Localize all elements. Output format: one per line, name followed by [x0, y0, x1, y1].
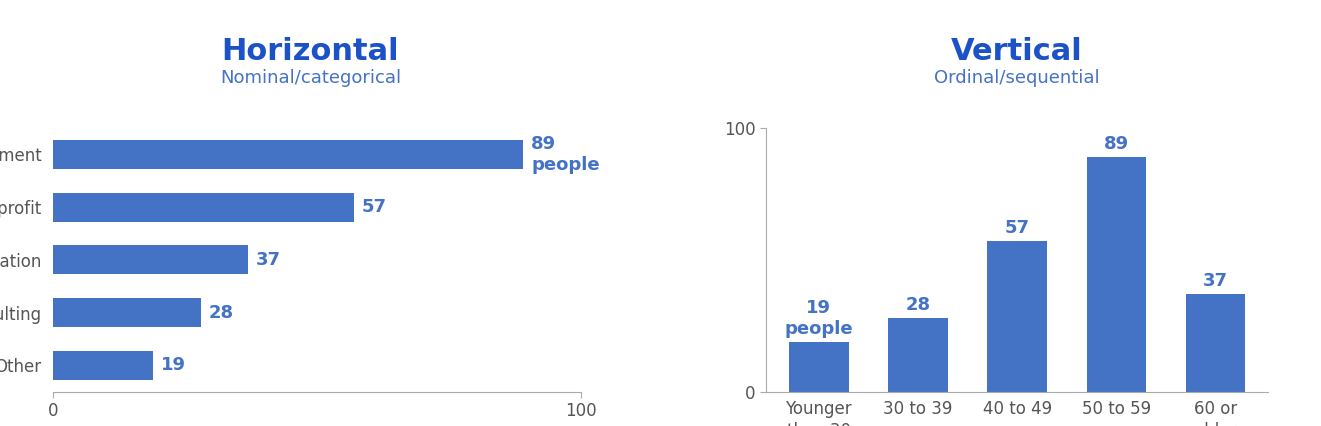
Text: 37: 37: [1203, 272, 1229, 290]
Text: 89: 89: [1104, 135, 1129, 153]
Bar: [53, 298, 201, 327]
Bar: [987, 242, 1048, 392]
Text: Vertical: Vertical: [951, 37, 1083, 66]
Text: 28: 28: [209, 304, 234, 322]
Text: 57: 57: [362, 198, 387, 216]
Bar: [1087, 157, 1147, 392]
Bar: [53, 245, 248, 274]
Text: 19
people: 19 people: [785, 299, 853, 338]
Text: Nominal/categorical: Nominal/categorical: [219, 69, 402, 87]
Bar: [1186, 294, 1246, 392]
Bar: [53, 140, 523, 169]
Bar: [888, 318, 947, 392]
Text: 89
people: 89 people: [531, 135, 600, 174]
Text: 57: 57: [1005, 219, 1029, 237]
Text: Horizontal: Horizontal: [222, 37, 399, 66]
Bar: [789, 342, 848, 392]
Bar: [53, 193, 354, 222]
Text: 28: 28: [905, 296, 930, 314]
Text: Ordinal/sequential: Ordinal/sequential: [934, 69, 1100, 87]
Text: 37: 37: [256, 251, 281, 269]
Bar: [53, 351, 153, 380]
Text: 19: 19: [161, 357, 186, 374]
